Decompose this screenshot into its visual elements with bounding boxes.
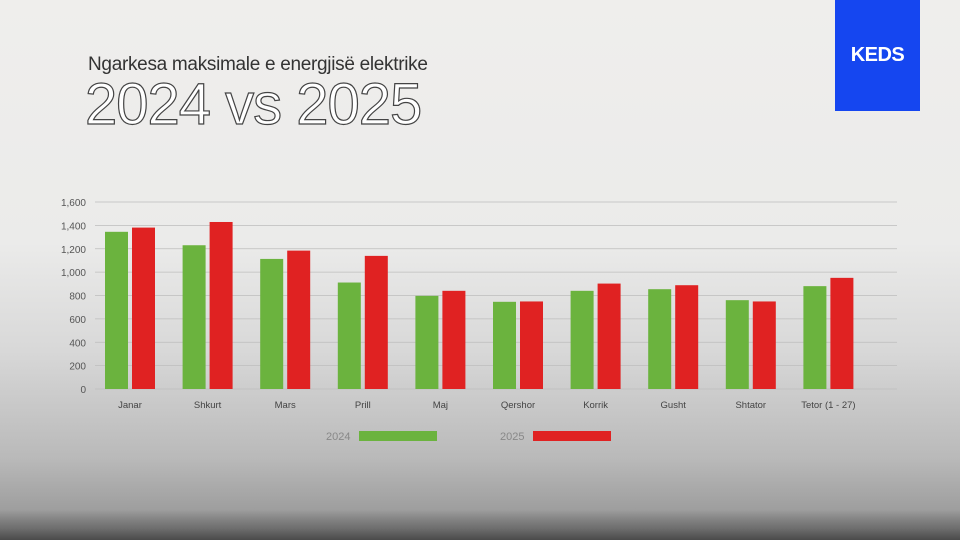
x-tick-label: Gusht — [661, 400, 687, 411]
bar-2025 — [675, 285, 699, 389]
y-tick-label: 1,200 — [61, 245, 86, 256]
keds-logo: KEDS — [835, 0, 920, 111]
y-tick-label: 0 — [80, 385, 86, 396]
chart-title: 2024 vs 2025 — [84, 71, 422, 137]
legend-swatch — [533, 431, 611, 441]
legend-label: 2025 — [500, 431, 524, 443]
bar-2025 — [597, 283, 621, 389]
x-tick-label: Prill — [355, 400, 371, 411]
chart-subtitle: Ngarkesa maksimale e energjisë elektrike — [88, 54, 428, 75]
y-tick-label: 1,400 — [61, 221, 86, 232]
x-tick-label: Shtator — [735, 400, 766, 411]
bar-2025 — [287, 250, 311, 389]
bar-2025 — [364, 255, 388, 389]
y-tick-label: 600 — [69, 315, 86, 326]
y-tick-label: 1,600 — [61, 198, 86, 209]
y-tick-label: 200 — [69, 362, 86, 373]
bar-2025 — [520, 301, 543, 389]
bar-2025 — [209, 221, 233, 389]
x-tick-label: Mars — [275, 400, 296, 411]
bar-2024 — [803, 286, 827, 389]
landscape-background — [0, 510, 960, 540]
legend-label: 2024 — [326, 431, 350, 443]
x-tick-label: Shkurt — [194, 400, 222, 411]
bar-2024 — [648, 289, 672, 389]
x-tick-label: Tetor (1 - 27) — [801, 400, 855, 411]
y-tick-label: 400 — [69, 338, 86, 349]
bar-2024 — [570, 290, 594, 389]
legend-swatch — [359, 431, 437, 441]
bar-2024 — [415, 295, 439, 389]
y-tick-label: 1,000 — [61, 268, 86, 279]
x-tick-label: Qershor — [501, 400, 535, 411]
x-tick-label: Korrik — [583, 400, 608, 411]
logo-text: KEDS — [850, 44, 905, 66]
x-tick-label: Maj — [433, 400, 448, 411]
bar-2024 — [260, 258, 284, 389]
bar-2025 — [830, 277, 854, 389]
bar-2024 — [725, 300, 749, 389]
bar-2024 — [105, 231, 128, 389]
bar-2024 — [337, 282, 361, 389]
y-tick-label: 800 — [69, 292, 86, 303]
bar-2025 — [752, 301, 776, 389]
bar-2025 — [132, 227, 155, 389]
bar-2025 — [442, 290, 466, 389]
bar-2024 — [493, 301, 516, 389]
x-tick-label: Janar — [118, 400, 142, 411]
bar-2024 — [182, 245, 206, 389]
